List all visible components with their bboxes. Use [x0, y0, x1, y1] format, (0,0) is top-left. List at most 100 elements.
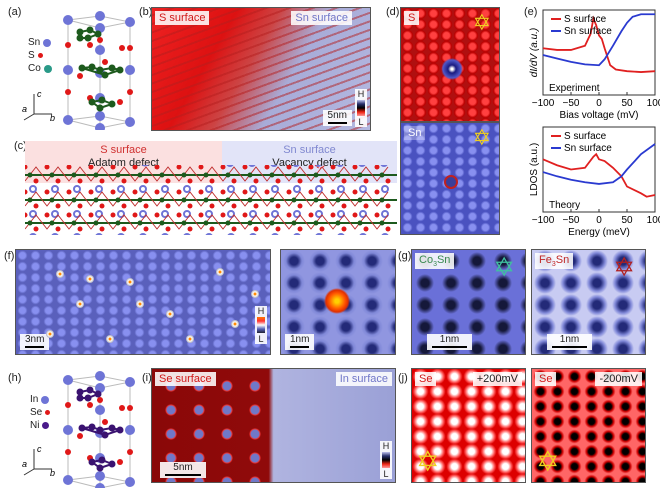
atom-sn: [249, 210, 257, 218]
panel-label-h: (h): [8, 372, 22, 384]
atom-sn: [359, 185, 367, 193]
atom-co: [357, 197, 363, 203]
atom-co: [313, 172, 319, 178]
atom-sn: [205, 233, 213, 235]
atom-s: [66, 165, 72, 170]
atom-co: [27, 197, 33, 203]
unit-cell-drawing: [63, 11, 135, 130]
atom-sn: [249, 233, 257, 235]
atom-in: [63, 425, 73, 435]
atom-sn: [293, 185, 301, 193]
atom-s: [242, 212, 248, 218]
atom-co: [84, 34, 92, 42]
atom-sn: [248, 165, 256, 167]
svg-text:c: c: [37, 444, 42, 454]
atom-co: [49, 197, 55, 203]
atom-s: [319, 226, 325, 232]
bias-label: -200mV: [595, 372, 642, 386]
atom-s: [25, 165, 28, 170]
panel-label-d: (d): [386, 6, 400, 18]
atom-ni: [76, 388, 84, 396]
atom-s: [55, 203, 61, 209]
fe3sn-tag: Fe3Sn: [535, 253, 574, 270]
atom-co: [379, 172, 385, 178]
atom-s: [363, 203, 369, 209]
y-axis-label: dI/dV (a.u.): [529, 28, 540, 77]
atom-s: [330, 189, 336, 195]
atom-se: [77, 433, 83, 439]
atom-sn: [51, 185, 59, 193]
atom-sn: [125, 17, 135, 27]
atom-co: [247, 197, 253, 203]
x-tick-label: 50: [621, 215, 633, 226]
atom-co: [88, 98, 96, 106]
atom-co: [76, 28, 84, 36]
svg-text:a: a: [22, 459, 27, 469]
atom-se: [65, 402, 71, 408]
atom-co: [357, 172, 363, 178]
atom-s: [33, 203, 39, 209]
atom-s: [99, 203, 105, 209]
legend-s: S: [28, 50, 35, 61]
atom-s: [374, 165, 380, 170]
stm-image-fe3sn: Fe3Sn ✡ 1nm: [531, 249, 646, 355]
atom-co: [101, 71, 109, 79]
atom-ni: [108, 424, 116, 432]
atom-sn: [381, 210, 389, 218]
atom-s: [110, 165, 116, 170]
atom-s: [374, 189, 380, 195]
atom-co: [93, 197, 99, 203]
atom-co: [159, 172, 165, 178]
atom-s: [25, 212, 28, 218]
atom-sn: [227, 185, 235, 193]
atom-ni: [76, 394, 84, 402]
atom-se: [119, 405, 125, 411]
stm-image-co3sn: Co3Sn ✡ 1nm: [411, 249, 526, 355]
atom-s: [176, 165, 182, 170]
atom-s: [187, 178, 193, 184]
atom-sn: [29, 185, 37, 193]
atom-s: [286, 212, 292, 218]
atom-sn: [183, 210, 191, 218]
atom-s: [264, 189, 270, 195]
atom-in: [125, 425, 135, 435]
x-tick-label: −50: [563, 98, 580, 109]
atom-s: [44, 189, 50, 195]
atom-s: [88, 189, 94, 195]
atom-sn: [95, 210, 103, 218]
panel-label-b: (b): [139, 6, 153, 18]
x-tick-label: 0: [596, 215, 602, 226]
atom-co: [335, 172, 341, 178]
panel-label-f: (f): [4, 250, 15, 262]
atom-co: [313, 220, 319, 226]
atom-sn: [95, 23, 105, 33]
scale-bar: 5nm: [160, 462, 206, 478]
atom-s: [121, 203, 127, 209]
atom-s: [231, 178, 237, 184]
adatom-defect: [126, 278, 134, 286]
scale-bar: 1nm: [285, 334, 315, 350]
atom-co: [137, 172, 143, 178]
atom-sn: [337, 233, 345, 235]
atom-sn: [292, 165, 300, 167]
atom-s: [264, 165, 270, 170]
atom-sn: [139, 210, 147, 218]
atom-s: [99, 178, 105, 184]
atom-sn: [271, 210, 279, 218]
atom-ni: [94, 390, 102, 398]
atom-s: [121, 178, 127, 184]
atom-s: [341, 226, 347, 232]
atom-s: [341, 203, 347, 209]
atom-co: [108, 64, 116, 72]
atom-co: [247, 172, 253, 178]
atom-ni: [96, 426, 104, 434]
atom-co: [379, 197, 385, 203]
atom-se: [127, 405, 133, 411]
atom-co: [247, 220, 253, 226]
atom-co: [291, 197, 297, 203]
svg-text:b: b: [50, 468, 55, 478]
atom-co: [379, 220, 385, 226]
in-surface-tag: In surface: [335, 372, 392, 386]
atom-ni: [108, 460, 116, 468]
